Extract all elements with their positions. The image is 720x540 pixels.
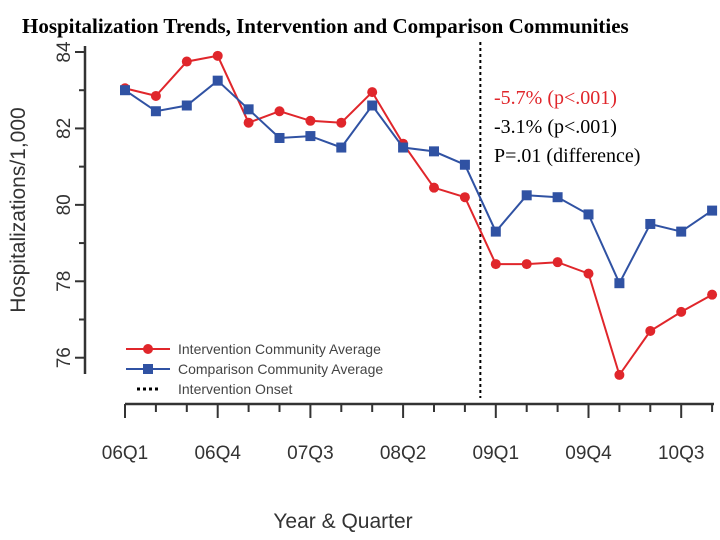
x-tick-label: 08Q2 bbox=[380, 443, 426, 464]
x-tick-label: 09Q1 bbox=[473, 443, 519, 464]
intervention-point bbox=[429, 182, 439, 193]
intervention-point bbox=[181, 56, 192, 67]
intervention-point bbox=[459, 192, 470, 203]
comparison-point bbox=[336, 142, 347, 153]
y-axis-label: Hospitalizations/1,000 bbox=[7, 107, 30, 312]
comparison-point bbox=[521, 190, 532, 201]
intervention-point bbox=[367, 87, 378, 98]
intervention-point bbox=[150, 90, 161, 101]
intervention-point bbox=[521, 259, 532, 270]
series-layer bbox=[120, 50, 718, 380]
y-tick-group: 76 78 80 82 84 bbox=[54, 41, 85, 368]
intervention-point bbox=[707, 289, 718, 300]
legend: Intervention Community Average Comparison… bbox=[126, 341, 383, 397]
y-tick-label: 80 bbox=[54, 194, 75, 215]
comparison-point bbox=[212, 75, 223, 86]
comparison-point bbox=[552, 192, 563, 203]
comparison-point bbox=[676, 226, 687, 237]
x-tick-label: 06Q1 bbox=[102, 443, 148, 464]
comparison-point bbox=[707, 205, 718, 216]
comparison-point bbox=[367, 100, 378, 111]
comparison-point bbox=[243, 104, 254, 115]
annotation-comparison-change: -3.1% (p<.001) bbox=[494, 116, 617, 138]
comparison-point bbox=[181, 100, 192, 111]
legend-comparison-marker bbox=[143, 364, 153, 374]
series-line-intervention bbox=[124, 54, 713, 378]
comparison-point bbox=[429, 146, 439, 157]
series-line-comparison bbox=[124, 79, 713, 286]
intervention-point bbox=[583, 268, 594, 279]
intervention-point bbox=[243, 117, 254, 128]
intervention-point bbox=[305, 115, 316, 126]
y-tick-label: 76 bbox=[54, 347, 75, 368]
legend-intervention-label: Intervention Community Average bbox=[178, 341, 381, 357]
x-tick-label: 10Q3 bbox=[658, 443, 704, 464]
x-tick-label: 09Q4 bbox=[565, 443, 612, 464]
comparison-point bbox=[398, 142, 409, 153]
intervention-point bbox=[645, 325, 656, 336]
intervention-point bbox=[676, 306, 687, 317]
y-tick-label: 84 bbox=[54, 41, 75, 63]
x-tick-label: 07Q3 bbox=[287, 443, 333, 464]
annotation-intervention-change: -5.7% (p<.001) bbox=[494, 87, 617, 109]
legend-intervention-marker bbox=[143, 344, 153, 354]
y-tick-label: 82 bbox=[54, 118, 75, 139]
comparison-point bbox=[305, 131, 316, 142]
comparison-point bbox=[614, 278, 625, 289]
chart-title: Hospitalization Trends, Intervention and… bbox=[22, 14, 629, 38]
intervention-point bbox=[614, 369, 625, 380]
legend-comparison-label: Comparison Community Average bbox=[178, 361, 383, 377]
comparison-point bbox=[459, 159, 470, 170]
comparison-point bbox=[150, 106, 161, 117]
x-axis-label: Year & Quarter bbox=[273, 510, 412, 533]
intervention-point bbox=[552, 257, 563, 268]
comparison-point bbox=[645, 218, 656, 229]
comparison-point bbox=[583, 209, 594, 220]
x-tick-label: 06Q4 bbox=[194, 443, 241, 464]
x-tick-group: 06Q1 06Q4 07Q3 08Q2 09Q1 09Q4 10Q3 bbox=[102, 404, 714, 464]
annotation-difference-p: P=.01 (difference) bbox=[494, 145, 641, 167]
comparison-point bbox=[490, 226, 501, 237]
intervention-point bbox=[490, 259, 501, 270]
comparison-point bbox=[120, 85, 130, 96]
comparison-point bbox=[274, 132, 285, 143]
y-tick-label: 78 bbox=[54, 271, 75, 292]
legend-onset-label: Intervention Onset bbox=[178, 381, 293, 397]
intervention-point bbox=[274, 106, 285, 117]
intervention-point bbox=[212, 50, 223, 61]
intervention-point bbox=[336, 117, 347, 128]
